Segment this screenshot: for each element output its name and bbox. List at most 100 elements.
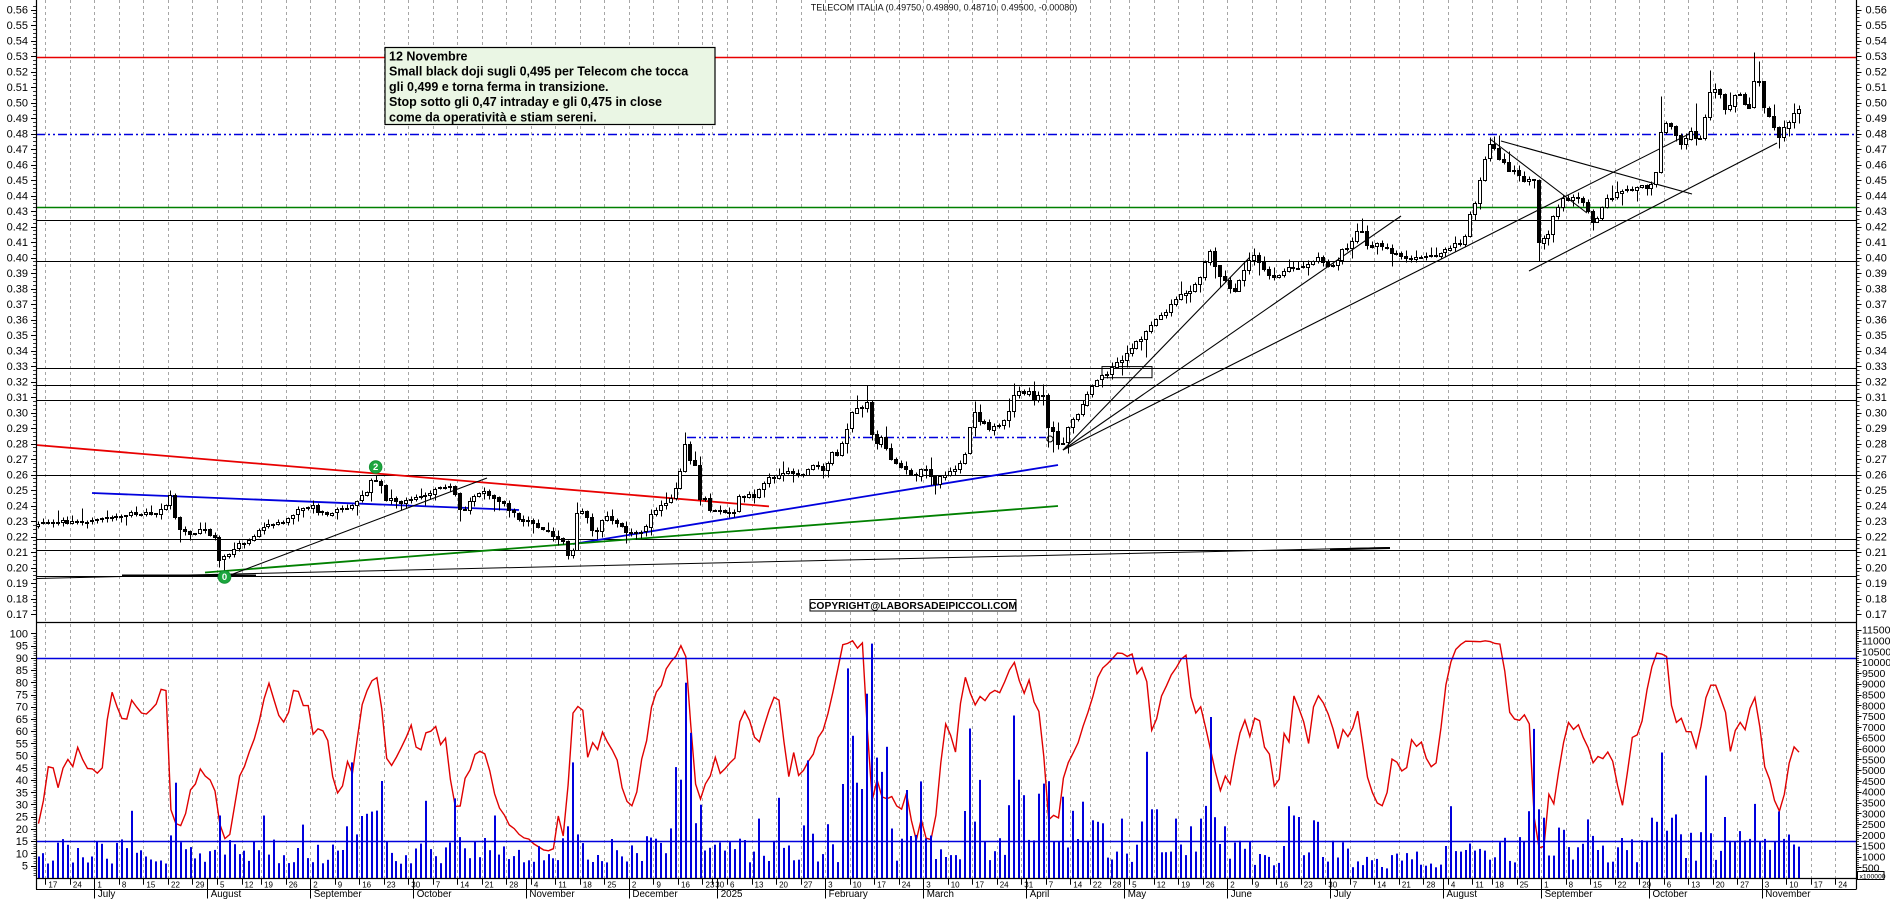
svg-text:10500: 10500 xyxy=(1862,646,1890,658)
svg-text:15: 15 xyxy=(16,836,28,848)
svg-text:11500: 11500 xyxy=(1862,625,1890,637)
svg-text:0.46: 0.46 xyxy=(7,160,28,172)
svg-text:2000: 2000 xyxy=(1862,830,1886,842)
svg-text:September: September xyxy=(1545,889,1594,900)
svg-text:6000: 6000 xyxy=(1862,744,1886,756)
svg-text:Stop sotto gli 0,47 intraday e: Stop sotto gli 0,47 intraday e gli 0,475… xyxy=(389,95,662,109)
svg-text:0.38: 0.38 xyxy=(7,284,28,296)
svg-text:4000: 4000 xyxy=(1862,787,1886,799)
svg-text:13: 13 xyxy=(1691,881,1700,890)
svg-text:0.19: 0.19 xyxy=(1866,578,1887,590)
svg-text:8: 8 xyxy=(122,881,127,890)
svg-text:31: 31 xyxy=(1024,881,1033,890)
svg-text:30: 30 xyxy=(411,881,420,890)
svg-text:8500: 8500 xyxy=(1862,690,1886,702)
svg-text:18: 18 xyxy=(1495,881,1504,890)
svg-text:0.19: 0.19 xyxy=(7,578,28,590)
svg-text:9: 9 xyxy=(1255,881,1260,890)
svg-text:0.52: 0.52 xyxy=(1866,67,1887,79)
svg-text:July: July xyxy=(98,889,116,900)
svg-text:0.34: 0.34 xyxy=(1866,346,1887,358)
svg-text:0.40: 0.40 xyxy=(1866,253,1887,265)
svg-text:35: 35 xyxy=(16,787,28,799)
svg-text:23: 23 xyxy=(387,881,396,890)
svg-text:30: 30 xyxy=(16,800,28,812)
svg-text:0.36: 0.36 xyxy=(1866,315,1887,327)
svg-text:9000: 9000 xyxy=(1862,679,1886,691)
svg-text:2500: 2500 xyxy=(1862,819,1886,831)
svg-text:0.20: 0.20 xyxy=(7,563,28,575)
svg-text:April: April xyxy=(1030,889,1050,900)
svg-text:0.30: 0.30 xyxy=(7,408,28,420)
svg-text:0.28: 0.28 xyxy=(1866,439,1887,451)
svg-text:3: 3 xyxy=(1765,881,1770,890)
svg-text:0.33: 0.33 xyxy=(1866,361,1887,373)
svg-text:0.17: 0.17 xyxy=(1866,609,1887,621)
svg-text:17: 17 xyxy=(877,881,886,890)
svg-text:0.29: 0.29 xyxy=(1866,423,1887,435)
svg-text:0.42: 0.42 xyxy=(1866,222,1887,234)
svg-text:August: August xyxy=(211,889,242,900)
svg-text:0.41: 0.41 xyxy=(1866,237,1887,249)
svg-text:5: 5 xyxy=(22,861,28,873)
svg-text:25: 25 xyxy=(607,881,616,890)
svg-text:0.27: 0.27 xyxy=(7,454,28,466)
svg-text:17: 17 xyxy=(1814,881,1823,890)
svg-text:17: 17 xyxy=(48,881,57,890)
svg-text:0.32: 0.32 xyxy=(7,377,28,389)
svg-text:24: 24 xyxy=(1000,881,1009,890)
svg-text:0.34: 0.34 xyxy=(7,346,28,358)
svg-text:0.21: 0.21 xyxy=(7,547,28,559)
svg-text:15: 15 xyxy=(146,881,155,890)
svg-text:29: 29 xyxy=(1642,881,1651,890)
svg-text:24: 24 xyxy=(73,881,82,890)
svg-text:1: 1 xyxy=(1544,881,1549,890)
svg-text:5500: 5500 xyxy=(1862,754,1886,766)
svg-text:14: 14 xyxy=(1073,881,1082,890)
svg-text:0.38: 0.38 xyxy=(1866,284,1887,296)
svg-text:May: May xyxy=(1128,889,1147,900)
svg-text:0.49: 0.49 xyxy=(1866,113,1887,125)
svg-text:12 Novembre: 12 Novembre xyxy=(389,50,468,64)
svg-text:0.20: 0.20 xyxy=(1866,563,1887,575)
svg-text:18: 18 xyxy=(583,881,592,890)
svg-text:0.39: 0.39 xyxy=(7,268,28,280)
svg-text:1500: 1500 xyxy=(1862,841,1886,853)
svg-text:0.28: 0.28 xyxy=(7,439,28,451)
svg-text:16: 16 xyxy=(362,881,371,890)
svg-text:30: 30 xyxy=(715,881,724,890)
svg-text:27: 27 xyxy=(1740,881,1749,890)
svg-text:0.54: 0.54 xyxy=(7,36,28,48)
svg-text:2: 2 xyxy=(632,881,637,890)
svg-text:10000: 10000 xyxy=(1862,657,1890,669)
svg-text:0.17: 0.17 xyxy=(7,609,28,621)
svg-text:7500: 7500 xyxy=(1862,711,1886,723)
svg-text:0.35: 0.35 xyxy=(1866,330,1887,342)
svg-text:1: 1 xyxy=(97,881,102,890)
svg-text:October: October xyxy=(417,889,453,900)
svg-text:0.29: 0.29 xyxy=(7,423,28,435)
svg-text:2025: 2025 xyxy=(721,889,743,900)
svg-text:20: 20 xyxy=(1716,881,1725,890)
svg-text:25: 25 xyxy=(16,812,28,824)
svg-text:9: 9 xyxy=(657,881,662,890)
svg-text:0.18: 0.18 xyxy=(7,594,28,606)
svg-text:0.54: 0.54 xyxy=(1866,36,1887,48)
svg-text:17: 17 xyxy=(975,881,984,890)
svg-text:0.45: 0.45 xyxy=(7,175,28,187)
svg-text:0.41: 0.41 xyxy=(7,237,28,249)
svg-text:0.46: 0.46 xyxy=(1866,160,1887,172)
svg-text:0.51: 0.51 xyxy=(1866,82,1887,94)
svg-text:14: 14 xyxy=(1377,881,1386,890)
svg-text:0.48: 0.48 xyxy=(1866,129,1887,141)
svg-text:February: February xyxy=(829,889,868,900)
svg-text:5000: 5000 xyxy=(1862,765,1886,777)
svg-text:15: 15 xyxy=(1593,881,1602,890)
svg-text:September: September xyxy=(314,889,363,900)
svg-text:0.47: 0.47 xyxy=(1866,144,1887,156)
svg-text:26: 26 xyxy=(1206,881,1215,890)
svg-text:12: 12 xyxy=(1157,881,1166,890)
svg-text:COPYRIGHT@LABORSADEIPICCOLI.CO: COPYRIGHT@LABORSADEIPICCOLI.COM xyxy=(809,601,1017,612)
svg-text:June: June xyxy=(1231,889,1253,900)
svg-text:0.50: 0.50 xyxy=(7,98,28,110)
